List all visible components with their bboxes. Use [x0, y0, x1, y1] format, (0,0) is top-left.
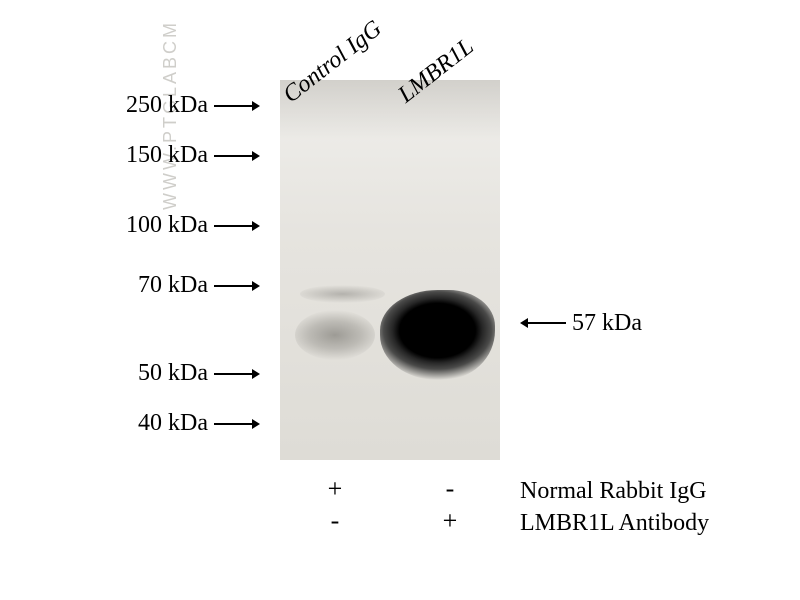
lmbr1l-band [380, 290, 495, 380]
mw-label-text: 100 kDa [126, 212, 208, 238]
arrow-right-icon [214, 417, 260, 431]
arrow-left-icon [520, 310, 566, 337]
table-row-label: LMBR1L Antibody [520, 510, 709, 537]
mw-label-text: 40 kDa [138, 410, 208, 436]
table-row-label: Normal Rabbit IgG [520, 478, 707, 505]
western-blot-figure: WWW.PTGLABCM Control IgG LMBR1L 250 kDa … [0, 0, 800, 600]
arrow-right-icon [214, 279, 260, 293]
mw-marker: 150 kDa [60, 142, 260, 169]
arrow-right-icon [214, 149, 260, 163]
table-cell: - [400, 474, 500, 504]
arrow-right-icon [214, 99, 260, 113]
table-cell: + [400, 506, 500, 536]
mw-marker: 40 kDa [60, 410, 260, 437]
mw-marker: 250 kDa [60, 92, 260, 119]
observed-band-label: 57 kDa [520, 310, 642, 337]
mw-label-text: 150 kDa [126, 142, 208, 168]
mw-marker: 100 kDa [60, 212, 260, 239]
arrow-right-icon [214, 219, 260, 233]
mw-label-text: 250 kDa [126, 92, 208, 118]
table-cell: - [285, 506, 385, 536]
mw-label-text: 70 kDa [138, 272, 208, 298]
arrow-right-icon [214, 367, 260, 381]
control-lane-faint-band-upper [300, 285, 385, 303]
mw-marker: 70 kDa [60, 272, 260, 299]
table-cell: + [285, 474, 385, 504]
mw-label-text: 50 kDa [138, 360, 208, 386]
observed-band-text: 57 kDa [572, 310, 642, 337]
mw-marker: 50 kDa [60, 360, 260, 387]
control-lane-faint-band [295, 310, 375, 360]
